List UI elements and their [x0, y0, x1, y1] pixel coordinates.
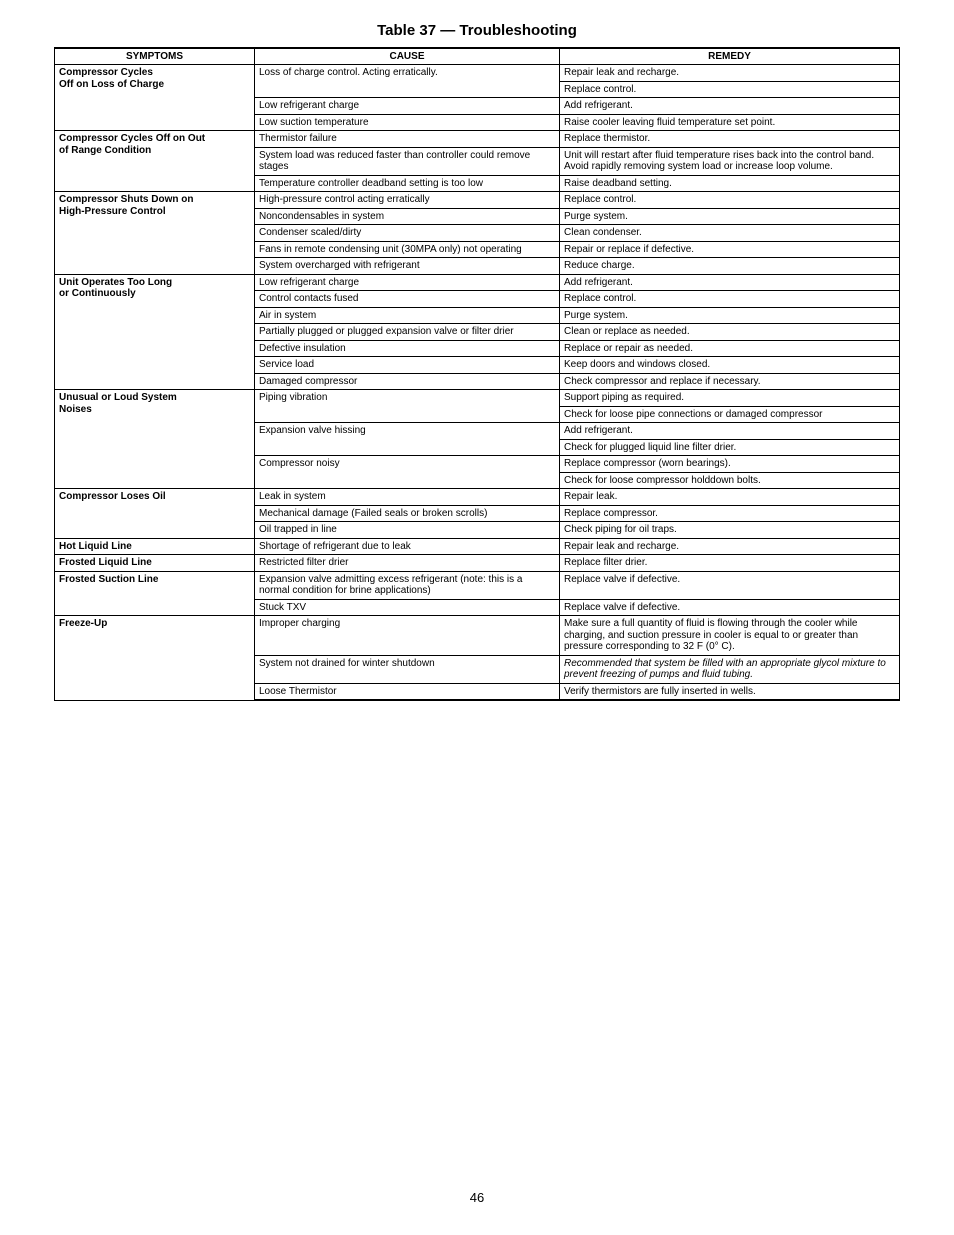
cell-cause: Expansion valve hissing — [255, 423, 560, 456]
cell-cause: Low refrigerant charge — [255, 98, 560, 115]
cell-remedy: Make sure a full quantity of fluid is fl… — [560, 616, 900, 656]
table-row: Compressor Loses OilLeak in systemRepair… — [55, 489, 900, 506]
cell-cause: System not drained for winter shutdown — [255, 655, 560, 683]
cell-cause: Damaged compressor — [255, 373, 560, 390]
table-row: Hot Liquid LineShortage of refrigerant d… — [55, 538, 900, 555]
cell-symptom: Compressor CyclesOff on Loss of Charge — [55, 65, 255, 131]
cell-cause: Temperature controller deadband setting … — [255, 175, 560, 192]
cell-remedy: Repair leak and recharge. — [560, 65, 900, 82]
cell-cause: Low suction temperature — [255, 114, 560, 131]
cell-remedy: Check for plugged liquid line filter dri… — [560, 439, 900, 456]
cell-remedy: Check piping for oil traps. — [560, 522, 900, 539]
table-title: Table 37 — Troubleshooting — [54, 22, 900, 39]
cell-remedy: Add refrigerant. — [560, 423, 900, 440]
cell-remedy: Reduce charge. — [560, 258, 900, 275]
cell-cause: Loose Thermistor — [255, 683, 560, 700]
cell-remedy: Replace thermistor. — [560, 131, 900, 148]
cell-remedy: Replace valve if defective. — [560, 599, 900, 616]
cell-remedy: Replace compressor (worn bearings). — [560, 456, 900, 473]
col-remedy: REMEDY — [560, 48, 900, 65]
cell-cause: System load was reduced faster than cont… — [255, 147, 560, 175]
cell-symptom: Compressor Loses Oil — [55, 489, 255, 539]
cell-cause: Improper charging — [255, 616, 560, 656]
cell-remedy: Purge system. — [560, 208, 900, 225]
col-symptoms: SYMPTOMS — [55, 48, 255, 65]
table-row: Frosted Liquid LineRestricted filter dri… — [55, 555, 900, 572]
table-header-row: SYMPTOMS CAUSE REMEDY — [55, 48, 900, 65]
cell-cause: Restricted filter drier — [255, 555, 560, 572]
cell-cause: Fans in remote condensing unit (30MPA on… — [255, 241, 560, 258]
cell-remedy: Support piping as required. — [560, 390, 900, 407]
cell-cause: Condenser scaled/dirty — [255, 225, 560, 242]
cell-cause: Oil trapped in line — [255, 522, 560, 539]
cell-remedy: Raise deadband setting. — [560, 175, 900, 192]
cell-remedy: Replace valve if defective. — [560, 571, 900, 599]
cell-cause: High-pressure control acting erratically — [255, 192, 560, 209]
cell-remedy: Replace compressor. — [560, 505, 900, 522]
cell-cause: Air in system — [255, 307, 560, 324]
cell-remedy: Keep doors and windows closed. — [560, 357, 900, 374]
cell-remedy: Replace control. — [560, 192, 900, 209]
cell-cause: Noncondensables in system — [255, 208, 560, 225]
cell-remedy: Clean or replace as needed. — [560, 324, 900, 341]
cell-symptom: Freeze-Up — [55, 616, 255, 701]
cell-cause: Shortage of refrigerant due to leak — [255, 538, 560, 555]
cell-cause: Loss of charge control. Acting erratical… — [255, 65, 560, 98]
troubleshooting-table: SYMPTOMS CAUSE REMEDY Compressor CyclesO… — [54, 47, 900, 701]
page-number: 46 — [54, 1190, 900, 1205]
cell-remedy: Repair leak and recharge. — [560, 538, 900, 555]
cell-remedy: Check compressor and replace if necessar… — [560, 373, 900, 390]
cell-remedy: Replace or repair as needed. — [560, 340, 900, 357]
cell-remedy: Unit will restart after fluid temperatur… — [560, 147, 900, 175]
cell-cause: System overcharged with refrigerant — [255, 258, 560, 275]
cell-remedy: Repair leak. — [560, 489, 900, 506]
cell-cause: Mechanical damage (Failed seals or broke… — [255, 505, 560, 522]
cell-cause: Expansion valve admitting excess refrige… — [255, 571, 560, 599]
table-row: Freeze-UpImproper chargingMake sure a fu… — [55, 616, 900, 656]
cell-cause: Service load — [255, 357, 560, 374]
cell-symptom: Compressor Shuts Down onHigh-Pressure Co… — [55, 192, 255, 275]
cell-cause: Compressor noisy — [255, 456, 560, 489]
cell-remedy: Replace filter drier. — [560, 555, 900, 572]
cell-remedy: Add refrigerant. — [560, 98, 900, 115]
cell-cause: Thermistor failure — [255, 131, 560, 148]
cell-remedy: Replace control. — [560, 81, 900, 98]
cell-cause: Stuck TXV — [255, 599, 560, 616]
cell-cause: Control contacts fused — [255, 291, 560, 308]
cell-remedy: Recommended that system be filled with a… — [560, 655, 900, 683]
cell-remedy: Add refrigerant. — [560, 274, 900, 291]
cell-symptom: Unusual or Loud SystemNoises — [55, 390, 255, 489]
col-cause: CAUSE — [255, 48, 560, 65]
cell-remedy: Repair or replace if defective. — [560, 241, 900, 258]
table-row: Frosted Suction LineExpansion valve admi… — [55, 571, 900, 599]
cell-remedy: Purge system. — [560, 307, 900, 324]
cell-symptom: Unit Operates Too Longor Continuously — [55, 274, 255, 390]
cell-remedy: Raise cooler leaving fluid temperature s… — [560, 114, 900, 131]
table-row: Unusual or Loud SystemNoisesPiping vibra… — [55, 390, 900, 407]
cell-symptom: Frosted Suction Line — [55, 571, 255, 616]
cell-remedy: Clean condenser. — [560, 225, 900, 242]
cell-remedy: Check for loose pipe connections or dama… — [560, 406, 900, 423]
cell-symptom: Compressor Cycles Off on Outof Range Con… — [55, 131, 255, 192]
table-row: Compressor Shuts Down onHigh-Pressure Co… — [55, 192, 900, 209]
cell-symptom: Frosted Liquid Line — [55, 555, 255, 572]
table-row: Compressor Cycles Off on Outof Range Con… — [55, 131, 900, 148]
cell-cause: Low refrigerant charge — [255, 274, 560, 291]
cell-cause: Defective insulation — [255, 340, 560, 357]
cell-cause: Leak in system — [255, 489, 560, 506]
cell-remedy: Check for loose compressor holddown bolt… — [560, 472, 900, 489]
cell-cause: Partially plugged or plugged expansion v… — [255, 324, 560, 341]
page: Table 37 — Troubleshooting SYMPTOMS CAUS… — [0, 0, 954, 1235]
table-row: Compressor CyclesOff on Loss of ChargeLo… — [55, 65, 900, 82]
cell-cause: Piping vibration — [255, 390, 560, 423]
cell-remedy: Replace control. — [560, 291, 900, 308]
table-row: Unit Operates Too Longor ContinuouslyLow… — [55, 274, 900, 291]
cell-remedy: Verify thermistors are fully inserted in… — [560, 683, 900, 700]
cell-symptom: Hot Liquid Line — [55, 538, 255, 555]
